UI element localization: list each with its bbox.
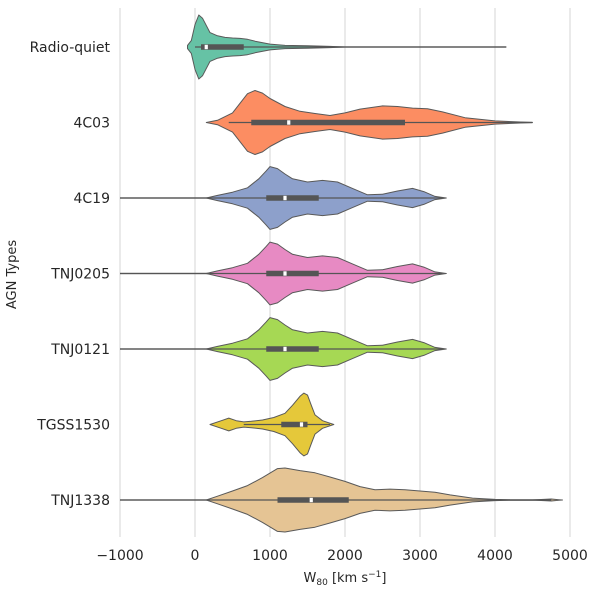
violin-tgss1530 <box>209 392 335 457</box>
violin-4c03 <box>205 90 533 155</box>
y-tick-labels: Radio-quiet 4C03 4C19 TNJ0205 TNJ0121 TGSS153… <box>30 40 111 509</box>
violin-median-marker <box>299 422 304 427</box>
x-tick-label: 2000 <box>327 548 363 564</box>
y-tick-label: TGSS1530 <box>36 418 110 434</box>
x-tick-label: 3000 <box>402 548 438 564</box>
violin-median-marker <box>283 346 287 352</box>
y-axis-label: AGN Types <box>5 240 20 309</box>
x-tick-labels: −1000 0 1000 2000 3000 4000 5000 <box>96 548 588 564</box>
violin-median-marker <box>283 195 287 201</box>
y-tick-label: Radio-quiet <box>30 40 111 56</box>
x-tick-label: −1000 <box>96 548 143 564</box>
violin-median-marker <box>204 44 208 50</box>
violin-radio-quiet <box>187 14 507 80</box>
x-axis-label: W80 [km s−1] <box>304 570 387 588</box>
x-tick-label: 0 <box>191 548 200 564</box>
y-tick-label: TNJ0121 <box>50 342 110 358</box>
y-tick-label: TNJ0205 <box>50 267 110 283</box>
violin-median-marker <box>309 497 313 503</box>
violins <box>120 14 563 533</box>
violin-median-marker <box>283 271 287 276</box>
y-tick-label: TNJ1338 <box>50 493 110 509</box>
x-tick-label: 1000 <box>252 548 288 564</box>
violin-tnj1338 <box>120 467 563 533</box>
violin-4c19 <box>120 166 447 230</box>
x-tick-label: 5000 <box>552 548 588 564</box>
y-tick-label: 4C19 <box>74 191 111 207</box>
violin-tnj0121 <box>120 317 447 381</box>
x-tick-label: 4000 <box>477 548 513 564</box>
violin-median-marker <box>287 120 291 125</box>
violin-tnj0205 <box>120 241 447 306</box>
y-tick-label: 4C03 <box>74 116 111 132</box>
